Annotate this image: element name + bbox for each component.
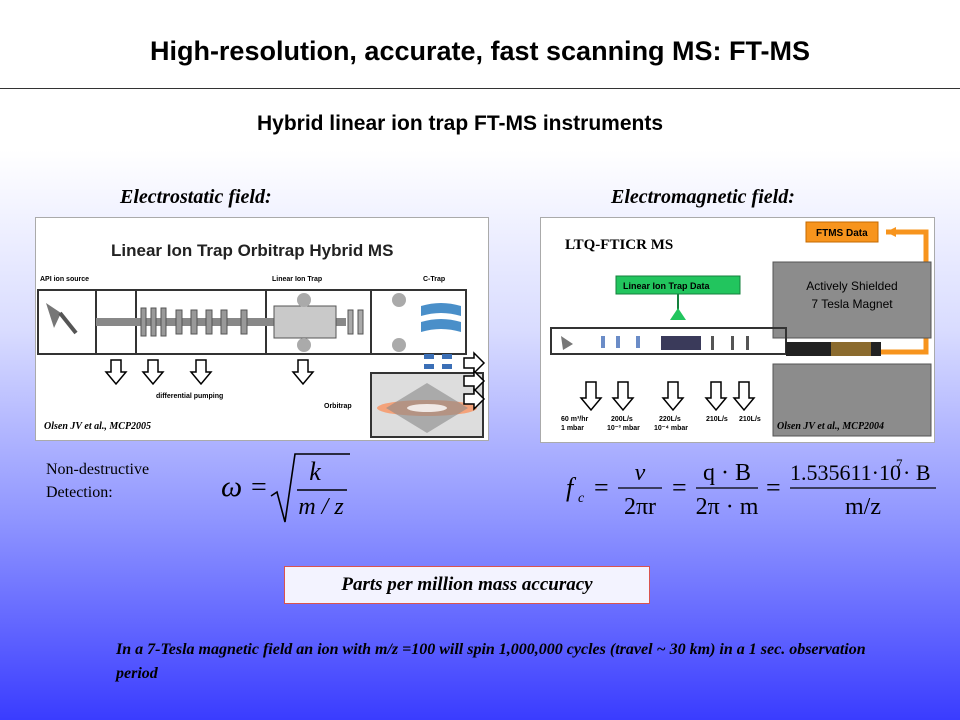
equals-1: = xyxy=(594,473,609,502)
orbitrap-schematic: Linear Ion Trap Orbitrap Hybrid MS API i… xyxy=(37,241,486,438)
omega-formula: ω = k m / z xyxy=(221,453,350,523)
detection-line2: Detection: xyxy=(46,484,113,501)
differential-pumping-label: differential pumping xyxy=(156,393,223,400)
icr-cell xyxy=(831,342,871,356)
fticr-schematic: LTQ-FTICR MS FTMS Data Linear Ion Trap D… xyxy=(550,221,932,437)
sqrt-sign xyxy=(270,453,350,523)
const-exponent: 7 xyxy=(896,456,903,471)
omega-equals: = xyxy=(251,472,267,503)
cyclotron-formula: f c = v 2πr = q · B 2π · m = 1.535611·10… xyxy=(566,456,936,520)
electrostatic-label: Electrostatic field: xyxy=(120,186,272,208)
denominator-mz: m/z xyxy=(845,494,881,520)
detection-label: Non-destructive Detection: xyxy=(46,458,149,504)
pump-flow-4: 210L/s xyxy=(706,416,728,423)
magnet-box xyxy=(772,261,932,339)
c-trap-shape xyxy=(421,303,461,316)
ppm-accuracy-box: Parts per million mass accuracy xyxy=(284,566,650,604)
pump-pressure-2: 10⁻³ mbar xyxy=(607,425,640,432)
linear-trap-body xyxy=(273,305,337,339)
omega-symbol: ω xyxy=(221,470,242,503)
magnet-box-lower xyxy=(772,363,932,437)
electromagnetic-label: Electromagnetic field: xyxy=(611,186,795,208)
api-source-label: API ion source xyxy=(40,276,89,283)
magnet-line2: 7 Tesla Magnet xyxy=(811,297,893,311)
orbitrap-label: Orbitrap xyxy=(324,403,352,410)
orbitrap-citation: Olsen JV et al., MCP2005 xyxy=(44,421,152,432)
const-B: · B xyxy=(903,460,931,485)
ion-source-icon xyxy=(46,303,61,328)
omega-k: k xyxy=(309,457,321,486)
equals-2: = xyxy=(672,473,687,502)
vacuum-housing xyxy=(37,289,467,355)
title-divider xyxy=(0,88,960,89)
ftms-data-box xyxy=(805,221,879,243)
equals-3: = xyxy=(766,473,781,502)
pump-pressure-1: 1 mbar xyxy=(561,425,584,432)
numerator-const: 1.535611·10 xyxy=(790,460,901,485)
detection-line1: Non-destructive xyxy=(46,461,150,478)
subtitle: Hybrid linear ion trap FT-MS instruments xyxy=(256,112,664,135)
denominator-2pim: 2π · m xyxy=(696,494,759,520)
omega-mz: m / z xyxy=(298,494,344,520)
pump-pressure-3: 10⁻⁴ mbar xyxy=(654,425,688,432)
numerator-v: v xyxy=(635,460,646,486)
pump-flow-5: 210L/s xyxy=(739,416,761,423)
c-trap-label: C-Trap xyxy=(423,276,445,283)
numerator-qB: q · B xyxy=(703,460,751,486)
lit-data-label: Linear Ion Trap Data xyxy=(623,281,711,291)
fticr-diagram: LTQ-FTICR MS FTMS Data Linear Ion Trap D… xyxy=(540,217,935,443)
orbitrap-diagram: Linear Ion Trap Orbitrap Hybrid MS API i… xyxy=(35,217,489,441)
linear-ion-trap-label: Linear Ion Trap xyxy=(272,276,322,283)
diagram-title: Linear Ion Trap Orbitrap Hybrid MS xyxy=(111,241,393,260)
ftms-data-label: FTMS Data xyxy=(816,228,868,239)
magnet-line1: Actively Shielded xyxy=(806,279,897,293)
pump-flow-2: 200L/s xyxy=(611,416,633,423)
page-title: High-resolution, accurate, fast scanning… xyxy=(149,36,811,66)
pump-flow-3: 220L/s xyxy=(659,416,681,423)
pump-flow-1: 60 m³/hr xyxy=(561,416,589,423)
observation-note: In a 7-Tesla magnetic field an ion with … xyxy=(116,641,866,682)
instrument-label: LTQ-FTICR MS xyxy=(565,237,673,253)
fc-subscript: c xyxy=(578,491,585,506)
fticr-citation: Olsen JV et al., MCP2004 xyxy=(777,421,885,432)
fc-symbol: f xyxy=(566,473,577,502)
denominator-2pir: 2πr xyxy=(624,494,656,520)
